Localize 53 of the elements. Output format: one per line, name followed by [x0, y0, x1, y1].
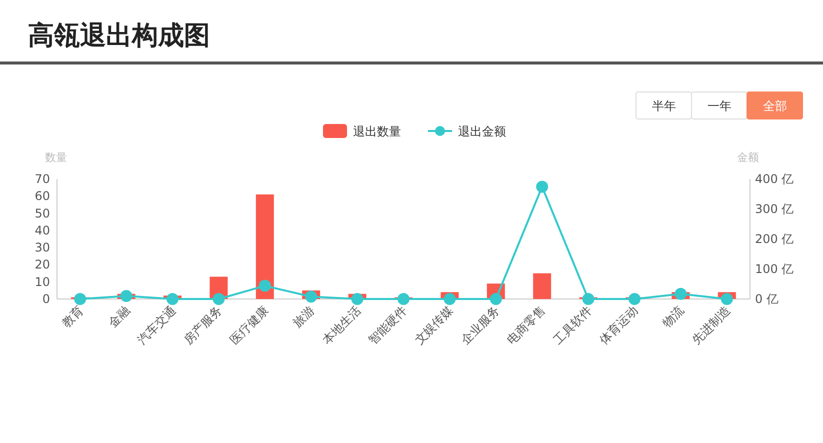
- x-tick-label: 体育运动: [596, 303, 641, 348]
- bar: [533, 273, 552, 299]
- y2-tick-label: 100 亿: [755, 262, 794, 276]
- point: [258, 280, 271, 292]
- legend-label: 退出金额: [458, 124, 506, 138]
- y2-tick-label: 300 亿: [755, 202, 794, 216]
- y2-tick-label: 400 亿: [755, 172, 794, 186]
- point: [305, 290, 318, 303]
- button: 一年: [691, 92, 748, 120]
- point: [74, 293, 86, 305]
- title: 高瓴退出构成图: [28, 21, 210, 51]
- x-tick-label: 金融: [106, 303, 132, 330]
- x-tick-label: 本地生活: [320, 303, 364, 348]
- x-tick-label: 企业服务: [458, 303, 502, 348]
- x-tick-label: 工具软件: [550, 303, 594, 348]
- x-tick-label: 教育: [59, 303, 86, 330]
- y-tick-label: 70: [34, 172, 50, 186]
- y-tick-label: 0: [42, 292, 50, 306]
- legend-label: 退出数量: [353, 124, 401, 138]
- y-tick-label: 60: [34, 189, 50, 204]
- point: [120, 290, 132, 302]
- y-tick-label: 50: [34, 206, 50, 220]
- point: [674, 288, 687, 300]
- point: [444, 293, 456, 305]
- y-tick-label: 30: [34, 240, 50, 255]
- point: [212, 293, 225, 305]
- x-tick-label: 先进制造: [689, 303, 734, 348]
- y2-tick-label: 0 亿: [755, 292, 778, 306]
- x-tick-label: 汽车交通: [134, 303, 179, 348]
- x-tick-label: 医疗健康: [227, 303, 272, 348]
- y-axis-title: 数量: [45, 151, 67, 164]
- button: 全部: [746, 92, 803, 120]
- x-tick-label: 房产服务: [180, 303, 225, 348]
- y-tick-label: 40: [34, 223, 50, 238]
- x-tick-label: 文娱传媒: [412, 303, 456, 348]
- y2-tick-label: 200 亿: [755, 232, 794, 246]
- y-tick-label: 10: [34, 274, 50, 289]
- point: [720, 293, 733, 305]
- point: [628, 293, 640, 305]
- bar: [256, 194, 274, 299]
- x-tick-label: 电商零售: [504, 303, 548, 348]
- point: [490, 293, 502, 305]
- y2-axis-title: 金额: [737, 151, 759, 164]
- point: [166, 293, 178, 305]
- y-tick-label: 20: [34, 258, 50, 272]
- point: [582, 293, 594, 305]
- x-tick-label: 旅游: [290, 303, 318, 330]
- button: 半年: [636, 92, 692, 120]
- point: [536, 180, 548, 193]
- point: [398, 293, 410, 305]
- x-tick-label: 智能硬件: [366, 303, 410, 348]
- point: [351, 293, 364, 305]
- x-tick-label: 物流: [660, 303, 687, 330]
